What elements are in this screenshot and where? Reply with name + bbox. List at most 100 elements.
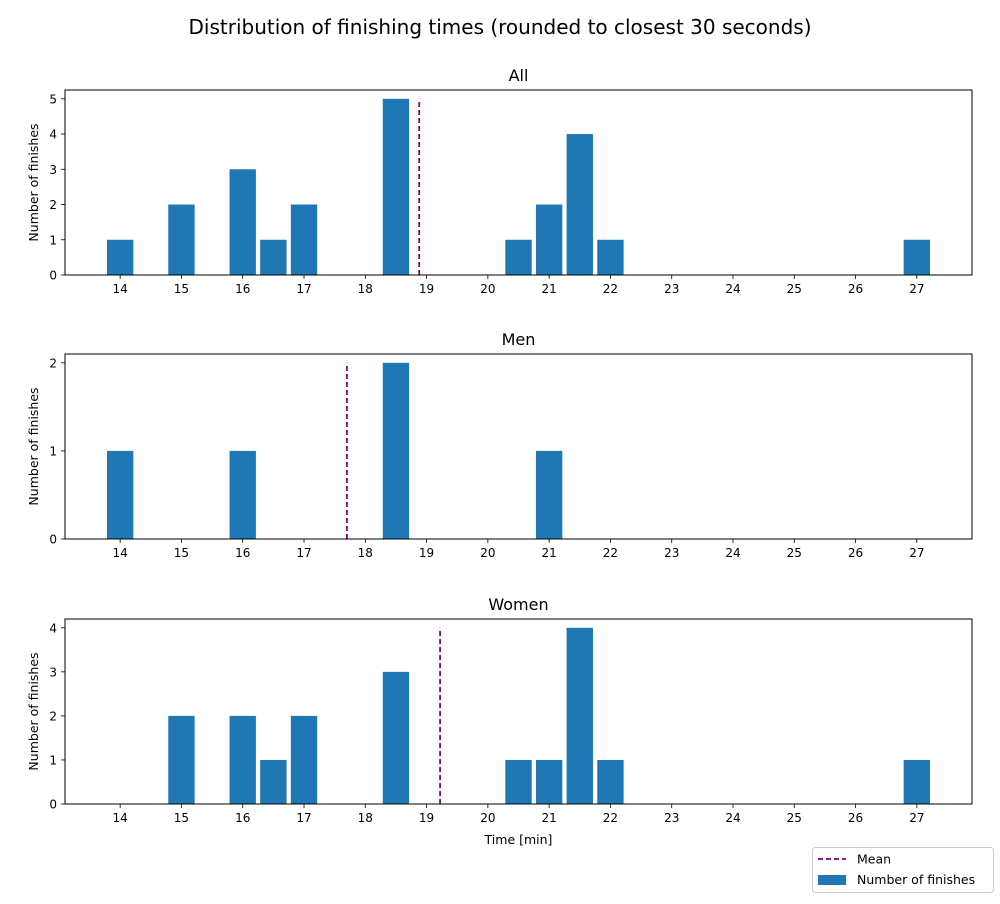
x-tick-label-women-20: 20 bbox=[480, 811, 495, 825]
y-tick-label-women-2: 2 bbox=[49, 709, 57, 723]
bar-all-16-5 bbox=[260, 239, 287, 275]
bar-all-20-5 bbox=[505, 239, 532, 275]
x-tick-label-all-17: 17 bbox=[296, 282, 311, 296]
x-tick-label-all-18: 18 bbox=[358, 282, 373, 296]
x-tick-label-all-16: 16 bbox=[235, 282, 250, 296]
x-tick-label-men-27: 27 bbox=[909, 546, 924, 560]
bar-all-15 bbox=[168, 204, 195, 275]
bar-men-14 bbox=[106, 450, 134, 539]
x-tick-label-all-15: 15 bbox=[174, 282, 189, 296]
bar-all-18-5 bbox=[382, 98, 410, 275]
x-tick-label-all-19: 19 bbox=[419, 282, 434, 296]
bar-women-15 bbox=[168, 715, 195, 804]
x-tick-label-all-20: 20 bbox=[480, 282, 495, 296]
x-tick-label-men-17: 17 bbox=[296, 546, 311, 560]
legend-frame bbox=[812, 847, 994, 893]
x-tick-label-women-26: 26 bbox=[848, 811, 863, 825]
bar-women-16-5 bbox=[260, 759, 287, 804]
bar-all-22 bbox=[597, 239, 624, 275]
x-tick-label-men-23: 23 bbox=[664, 546, 679, 560]
bar-women-16 bbox=[229, 715, 256, 804]
axes-frame-women bbox=[64, 618, 973, 805]
y-axis-label-women: Number of finishes bbox=[26, 652, 41, 770]
y-tick-label-men-2: 2 bbox=[49, 356, 57, 370]
x-tick-label-men-18: 18 bbox=[358, 546, 373, 560]
x-tick-label-women-18: 18 bbox=[358, 811, 373, 825]
axes-frame-men bbox=[64, 353, 973, 540]
x-tick-label-all-22: 22 bbox=[603, 282, 618, 296]
legend-bar-label: Number of finishes bbox=[857, 872, 975, 887]
y-tick-label-men-0: 0 bbox=[49, 533, 57, 547]
bar-women-21 bbox=[535, 759, 563, 804]
bar-women-17 bbox=[290, 715, 318, 804]
bar-all-16 bbox=[229, 169, 256, 275]
x-tick-label-men-22: 22 bbox=[603, 546, 618, 560]
x-tick-label-women-19: 19 bbox=[419, 811, 434, 825]
x-tick-label-women-16: 16 bbox=[235, 811, 250, 825]
x-tick-label-men-25: 25 bbox=[787, 546, 802, 560]
x-tick-label-all-27: 27 bbox=[909, 282, 924, 296]
x-tick-label-women-21: 21 bbox=[542, 811, 557, 825]
x-tick-label-women-14: 14 bbox=[113, 811, 128, 825]
bar-women-21-5 bbox=[566, 627, 593, 804]
y-tick-label-women-0: 0 bbox=[49, 798, 57, 812]
y-tick-label-women-3: 3 bbox=[49, 665, 57, 679]
x-tick-label-all-23: 23 bbox=[664, 282, 679, 296]
legend-mean-label: Mean bbox=[857, 852, 891, 867]
x-tick-label-men-14: 14 bbox=[113, 546, 128, 560]
x-tick-label-men-21: 21 bbox=[542, 546, 557, 560]
y-tick-label-all-0: 0 bbox=[49, 269, 57, 283]
panel-title-men: Men bbox=[502, 330, 536, 349]
bar-women-18-5 bbox=[382, 671, 410, 804]
legend-bar-swatch bbox=[818, 875, 846, 885]
bar-men-21 bbox=[535, 450, 563, 539]
x-tick-label-women-22: 22 bbox=[603, 811, 618, 825]
bar-all-17 bbox=[290, 204, 318, 275]
bar-women-27 bbox=[903, 759, 931, 804]
bar-all-21 bbox=[535, 204, 563, 275]
x-tick-label-women-23: 23 bbox=[664, 811, 679, 825]
y-axis-label-all: Number of finishes bbox=[26, 123, 41, 241]
y-tick-label-all-1: 1 bbox=[49, 233, 57, 247]
x-tick-label-women-15: 15 bbox=[174, 811, 189, 825]
y-tick-label-all-2: 2 bbox=[49, 198, 57, 212]
x-tick-label-men-19: 19 bbox=[419, 546, 434, 560]
x-tick-label-men-15: 15 bbox=[174, 546, 189, 560]
bar-all-27 bbox=[903, 239, 931, 275]
x-tick-label-men-26: 26 bbox=[848, 546, 863, 560]
y-tick-label-all-3: 3 bbox=[49, 163, 57, 177]
x-tick-label-all-24: 24 bbox=[725, 282, 740, 296]
bar-men-16 bbox=[229, 450, 256, 539]
x-tick-label-men-24: 24 bbox=[725, 546, 740, 560]
x-axis-label: Time [min] bbox=[484, 832, 553, 847]
bar-all-21-5 bbox=[566, 134, 593, 275]
legend: Mean Number of finishes bbox=[812, 847, 994, 893]
bar-women-20-5 bbox=[505, 759, 532, 804]
x-tick-label-women-27: 27 bbox=[909, 811, 924, 825]
x-tick-label-all-21: 21 bbox=[542, 282, 557, 296]
y-axis-label-men: Number of finishes bbox=[26, 387, 41, 505]
x-tick-label-men-16: 16 bbox=[235, 546, 250, 560]
panel-title-all: All bbox=[509, 66, 529, 85]
bar-women-22 bbox=[597, 759, 624, 804]
y-tick-label-all-4: 4 bbox=[49, 128, 57, 142]
x-tick-label-all-14: 14 bbox=[113, 282, 128, 296]
y-tick-label-women-4: 4 bbox=[49, 621, 57, 635]
y-tick-label-women-1: 1 bbox=[49, 753, 57, 767]
y-tick-label-all-5: 5 bbox=[49, 92, 57, 106]
x-tick-label-all-26: 26 bbox=[848, 282, 863, 296]
y-tick-label-men-1: 1 bbox=[49, 444, 57, 458]
bar-all-14 bbox=[106, 239, 134, 275]
axes-frame-all bbox=[64, 89, 973, 276]
panel-men: Men 14 15 16 17 18 19 20 21 22 23 24 25 26 27 0 1 2 Number… bbox=[26, 330, 973, 560]
x-tick-label-men-20: 20 bbox=[480, 546, 495, 560]
panel-title-women: Women bbox=[488, 595, 548, 614]
x-tick-label-women-24: 24 bbox=[725, 811, 740, 825]
bar-men-18-5 bbox=[382, 362, 410, 539]
x-tick-label-women-25: 25 bbox=[787, 811, 802, 825]
